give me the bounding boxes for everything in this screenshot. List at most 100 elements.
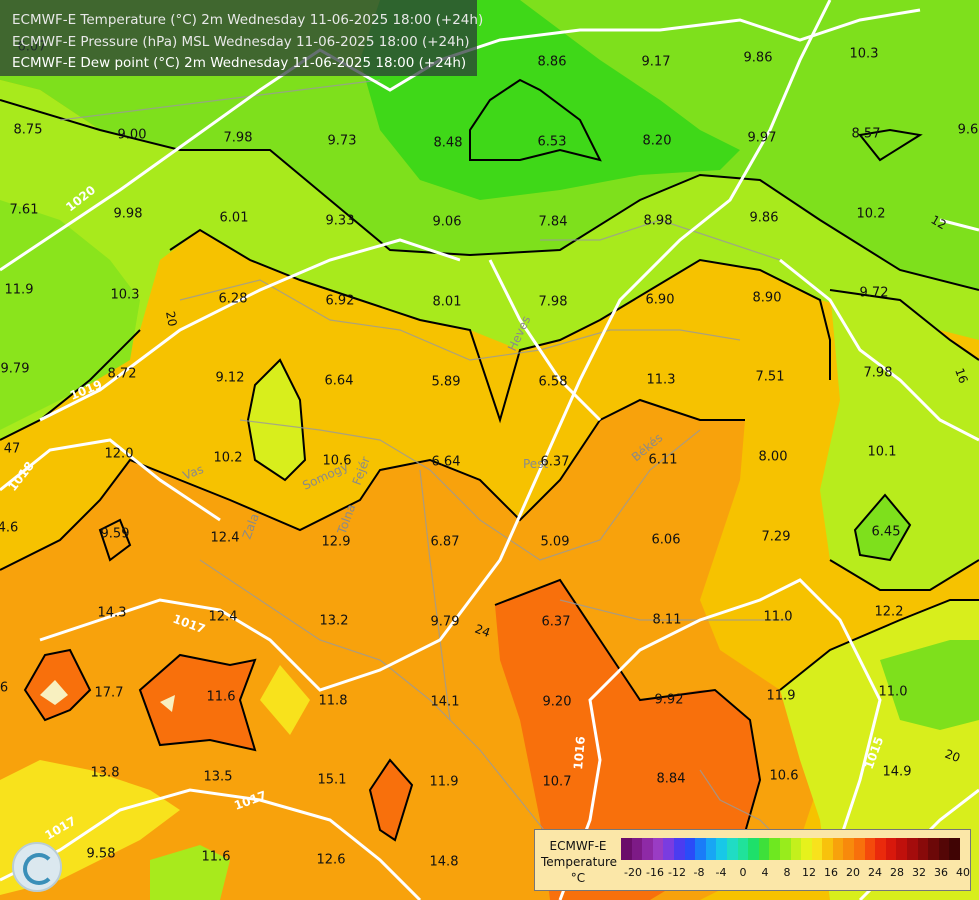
dewpoint-value: 7.98 (539, 295, 568, 310)
legend-color-swatch (843, 838, 855, 860)
dewpoint-value: 12.4 (211, 531, 240, 546)
dewpoint-value: 6.87 (431, 535, 460, 550)
dewpoint-value: 12.4 (209, 610, 238, 625)
dewpoint-value: 6 (0, 681, 8, 696)
dewpoint-value: 9.20 (543, 695, 572, 710)
dewpoint-isolines (0, 78, 979, 851)
legend-color-swatch (896, 838, 908, 860)
legend-tick-label: 0 (739, 866, 747, 879)
dewpoint-value: 7.84 (539, 215, 568, 230)
legend-tick-label: 24 (868, 866, 882, 879)
dewpoint-value: 12.9 (322, 535, 351, 550)
legend-color-bar (621, 838, 960, 860)
dewpoint-value: 9.12 (216, 371, 245, 386)
dewpoint-value: 6.06 (652, 533, 681, 548)
temp-fill-east-green (820, 290, 979, 590)
legend-tick-label: 16 (824, 866, 838, 879)
legend-tick-label: 28 (890, 866, 904, 879)
temp-fill-white-spot-1 (40, 680, 68, 705)
legend-tick-label: -4 (715, 866, 727, 879)
header-pressure-line: ECMWF-E Pressure (hPa) MSL Wednesday 11-… (12, 34, 470, 50)
dewpoint-value: 7.51 (756, 370, 785, 385)
legend-tick-label: -20 (624, 866, 642, 879)
legend-color-swatch (811, 838, 823, 860)
dewpoint-value: 10.3 (850, 47, 879, 62)
dewpoint-value: 10.7 (543, 775, 572, 790)
dewpoint-value: 9.00 (118, 128, 147, 143)
dewpoint-value: 11.0 (764, 610, 793, 625)
dewpoint-value: 6.92 (326, 294, 355, 309)
legend-color-swatch (928, 838, 939, 860)
legend-tick-label: -16 (646, 866, 664, 879)
legend-color-swatch (779, 838, 791, 860)
dewpoint-value: 7.29 (762, 530, 791, 545)
dewpoint-value: 9.6 (958, 123, 979, 138)
legend-color-swatch (885, 838, 897, 860)
temp-fill-yellow-green-center (248, 360, 305, 480)
temp-fill-lightgreen-north (0, 80, 979, 440)
border-lines (59, 79, 791, 851)
dewpoint-value: 8.90 (753, 291, 782, 306)
dewpoint-value: 12.2 (875, 605, 904, 620)
dewpoint-value: 11.6 (202, 850, 231, 865)
dewpoint-value: 8.98 (644, 214, 673, 229)
temp-fill-west-green (0, 200, 140, 430)
dewpoint-value: 10.2 (857, 207, 886, 222)
legend-tick-label: 12 (802, 866, 816, 879)
legend-tick-label: 20 (846, 866, 860, 879)
dewpoint-value: 8.00 (759, 450, 788, 465)
legend-title-model: ECMWF-E (549, 839, 607, 853)
temp-fill-green-se (880, 640, 979, 730)
dewpoint-value: 10.3 (111, 288, 140, 303)
ecmwf-logo-icon (12, 842, 62, 892)
legend-color-swatch (695, 838, 706, 860)
map-header: ECMWF-E Temperature (°C) 2m Wednesday 11… (0, 0, 483, 76)
legend-color-swatch (875, 838, 886, 860)
temp-fill-east-patch (855, 495, 910, 560)
dewpoint-value: 8.84 (657, 772, 686, 787)
dewpoint-value: 9.79 (431, 615, 460, 630)
dewpoint-value: 6.37 (541, 455, 570, 470)
legend-color-swatch (832, 838, 844, 860)
legend-color-swatch (917, 838, 929, 860)
dewpoint-value: 6.28 (219, 292, 248, 307)
dewpoint-value: 6.45 (872, 525, 901, 540)
dewpoint-value: 6.37 (542, 615, 571, 630)
dewpoint-value: 11.6 (207, 690, 236, 705)
dewpoint-value: 6.53 (538, 135, 567, 150)
dewpoint-value: 13.8 (91, 766, 120, 781)
dewpoint-value: 9.86 (750, 211, 779, 226)
dewpoint-value: 9.06 (433, 215, 462, 230)
dewpoint-value: 12.0 (105, 447, 134, 462)
isotherm-label: 20 (943, 747, 962, 765)
dewpoint-value: 13.5 (204, 770, 233, 785)
legend-color-swatch (726, 838, 738, 860)
dewpoint-value: 7.98 (864, 366, 893, 381)
dewpoint-value: 14.1 (431, 695, 460, 710)
dewpoint-value: 11.3 (647, 373, 676, 388)
legend-tick-label: -12 (668, 866, 686, 879)
dewpoint-value: 11.9 (767, 689, 796, 704)
legend-title: ECMWF-E Temperature °C (541, 838, 618, 886)
dewpoint-value: 9.59 (101, 527, 130, 542)
dewpoint-value: 11.0 (879, 685, 908, 700)
dewpoint-value: 7.98 (224, 131, 253, 146)
isotherm-label: 20 (163, 310, 179, 327)
dewpoint-value: 8.72 (108, 367, 137, 382)
isotherm-label: 16 (952, 366, 970, 385)
legend-title-variable: Temperature (541, 855, 618, 869)
isobar-label: 1016 (571, 736, 588, 770)
dewpoint-value: 9.79 (1, 362, 30, 377)
isotherm-label: 12 (929, 212, 949, 232)
dewpoint-value: 6.64 (432, 455, 461, 470)
dewpoint-value: 8.57 (852, 127, 881, 142)
legend-color-swatch (716, 838, 727, 860)
dewpoint-value: 9.72 (860, 286, 889, 301)
legend-color-swatch (748, 838, 759, 860)
region-label: Pest (523, 457, 548, 471)
dewpoint-value: 8.11 (653, 613, 682, 628)
legend-color-swatch (642, 838, 653, 860)
dewpoint-value: 47 (4, 442, 21, 457)
dewpoint-value: 4.6 (0, 521, 18, 536)
